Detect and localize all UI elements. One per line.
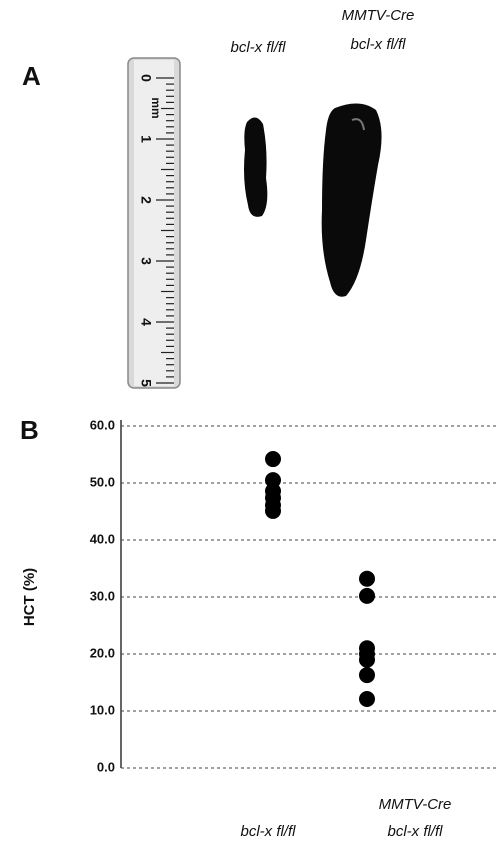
- ruler-number: 4: [138, 318, 154, 326]
- ruler: [127, 57, 181, 389]
- data-point: [359, 651, 375, 668]
- panel-label: A: [22, 61, 41, 91]
- ruler-number: 0: [138, 74, 154, 82]
- data-point: [359, 667, 375, 684]
- spleen-control: [244, 117, 268, 217]
- data-point: [359, 587, 375, 604]
- x-category-label: bcl-x fl/fl: [387, 823, 443, 840]
- y-axis-label: HCT (%): [21, 568, 38, 626]
- sample-label: MMTV-Cre: [342, 7, 415, 24]
- y-tick-label: 40.0: [90, 531, 115, 546]
- ruler-number: 5: [138, 379, 154, 387]
- panel-label: B: [20, 415, 39, 445]
- data-point: [359, 691, 375, 708]
- data-point: [265, 502, 281, 519]
- spleen-mmtv: [321, 103, 382, 297]
- data-point: [265, 451, 281, 468]
- sample-label: bcl-x fl/fl: [350, 36, 406, 53]
- sample-label: bcl-x fl/fl: [230, 39, 286, 56]
- x-category-label: MMTV-Cre: [379, 796, 452, 813]
- y-tick-label: 20.0: [90, 645, 115, 660]
- y-tick-label: 30.0: [90, 588, 115, 603]
- x-category-label: bcl-x fl/fl: [240, 823, 296, 840]
- y-tick-label: 60.0: [90, 417, 115, 432]
- ruler-unit: mm: [149, 97, 163, 118]
- data-point: [359, 570, 375, 587]
- ruler-number: 3: [138, 257, 154, 265]
- ruler-number: 1: [138, 135, 154, 143]
- y-tick-label: 10.0: [90, 702, 115, 717]
- y-tick-label: 50.0: [90, 474, 115, 489]
- y-tick-label: 0.0: [97, 759, 115, 774]
- ruler-number: 2: [138, 196, 154, 204]
